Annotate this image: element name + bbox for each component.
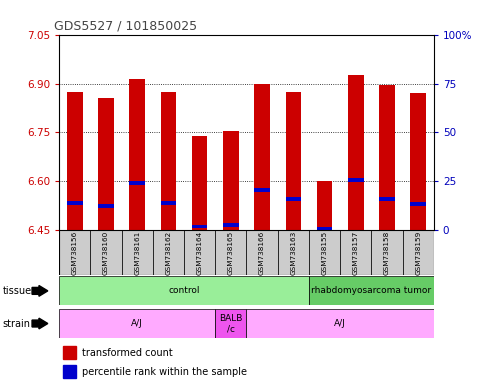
Bar	[192, 136, 208, 230]
Bar	[348, 75, 363, 230]
Text: transformed count: transformed count	[82, 348, 173, 358]
Bar	[223, 223, 239, 227]
Text: GSM738164: GSM738164	[197, 230, 203, 275]
Bar	[317, 182, 332, 230]
Text: GSM738162: GSM738162	[166, 230, 172, 275]
Bar	[285, 92, 301, 230]
Text: A/J: A/J	[131, 319, 143, 328]
Text: strain: strain	[2, 318, 31, 329]
Text: GSM738161: GSM738161	[134, 230, 140, 275]
Bar	[246, 230, 278, 275]
Text: GSM738165: GSM738165	[228, 230, 234, 275]
Bar	[371, 230, 403, 275]
Bar	[215, 309, 246, 338]
Bar	[285, 197, 301, 201]
Bar	[215, 230, 246, 275]
Text: control: control	[168, 286, 200, 295]
Bar	[59, 309, 215, 338]
Bar	[98, 204, 114, 208]
Text: A/J: A/J	[334, 319, 346, 328]
Text: GSM738157: GSM738157	[353, 230, 359, 275]
Bar	[90, 230, 122, 275]
Text: GSM738158: GSM738158	[384, 230, 390, 275]
Bar	[340, 230, 371, 275]
Bar	[129, 79, 145, 230]
Text: GSM738155: GSM738155	[321, 230, 327, 275]
Bar	[246, 309, 434, 338]
Bar	[403, 230, 434, 275]
Bar	[184, 230, 215, 275]
Bar	[223, 131, 239, 230]
Bar	[379, 85, 395, 230]
Bar	[67, 92, 83, 230]
Bar	[122, 230, 153, 275]
Text: GSM738166: GSM738166	[259, 230, 265, 275]
Bar	[309, 276, 434, 305]
Bar	[254, 188, 270, 192]
Bar	[317, 227, 332, 231]
Text: GSM738163: GSM738163	[290, 230, 296, 275]
Text: rhabdomyosarcoma tumor: rhabdomyosarcoma tumor	[312, 286, 431, 295]
Bar	[379, 197, 395, 201]
Bar	[410, 202, 426, 206]
Bar	[153, 230, 184, 275]
Bar	[161, 201, 176, 205]
Bar	[63, 365, 76, 378]
Bar	[67, 201, 83, 205]
Bar	[161, 92, 176, 230]
Bar	[348, 178, 363, 182]
Bar	[59, 276, 309, 305]
Text: percentile rank within the sample: percentile rank within the sample	[82, 367, 246, 377]
Bar	[192, 225, 208, 228]
Bar	[309, 230, 340, 275]
Bar	[59, 230, 90, 275]
Bar	[254, 84, 270, 230]
Bar	[98, 98, 114, 230]
Text: tissue: tissue	[2, 286, 32, 296]
Text: GSM738160: GSM738160	[103, 230, 109, 275]
Bar	[278, 230, 309, 275]
Text: GDS5527 / 101850025: GDS5527 / 101850025	[54, 20, 197, 33]
Text: GSM738159: GSM738159	[415, 230, 421, 275]
Bar	[63, 346, 76, 359]
Bar	[410, 93, 426, 230]
Text: GSM738156: GSM738156	[72, 230, 78, 275]
Bar	[129, 181, 145, 185]
Text: BALB
/c: BALB /c	[219, 314, 243, 333]
